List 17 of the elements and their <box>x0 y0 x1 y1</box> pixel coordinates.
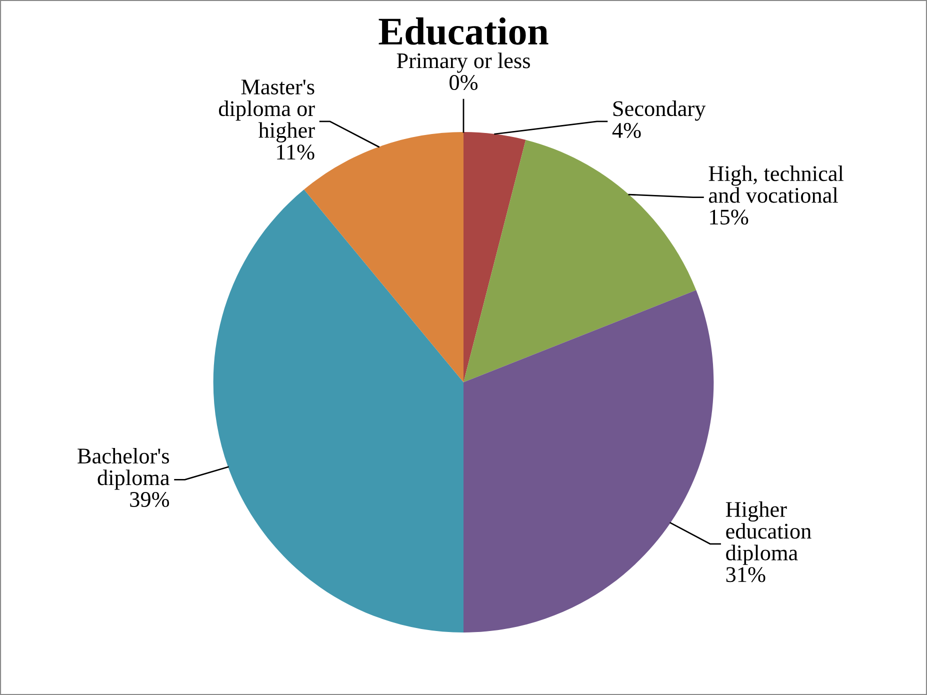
pie-slice <box>464 140 696 382</box>
data-label: 11% <box>277 144 314 160</box>
pie-slice <box>213 189 464 632</box>
pie-slice <box>464 132 526 382</box>
data-label: 15% <box>710 210 748 225</box>
slice-label: Higher education diploma <box>726 501 812 565</box>
slice-label: High, technical and vocational <box>708 166 844 203</box>
slice-label: Master's diploma or higher <box>218 80 315 142</box>
slice-label: Secondary <box>613 100 706 121</box>
text: 0% <box>450 75 478 90</box>
slice-label: Bachelor's diploma <box>78 448 170 490</box>
chart-title: Education <box>378 17 548 45</box>
data-label: 31% <box>726 567 766 582</box>
pie-slice <box>464 290 714 632</box>
data-label: 4% <box>612 122 641 138</box>
category-label: Primary or less <box>396 52 530 73</box>
data-label: 39% <box>130 492 170 508</box>
